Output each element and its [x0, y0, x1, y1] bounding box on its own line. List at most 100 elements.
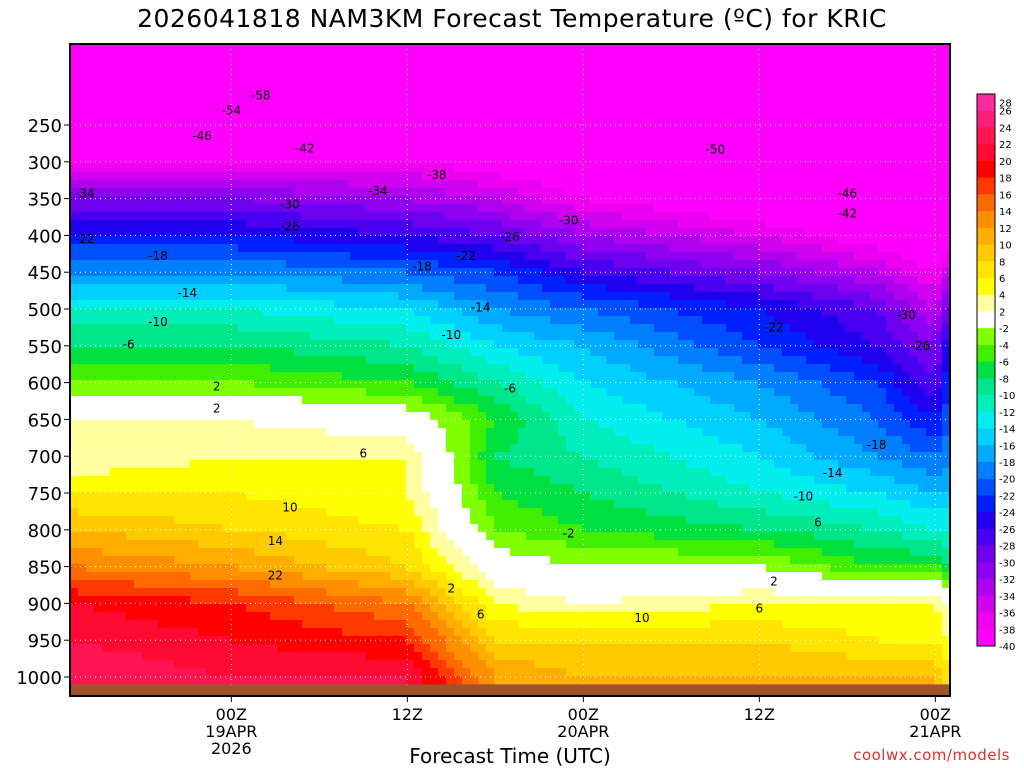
- temp-cell: [110, 132, 119, 141]
- temp-cell: [382, 108, 391, 117]
- temp-cell: [278, 252, 287, 261]
- temp-cell: [118, 676, 127, 685]
- temp-cell: [158, 172, 167, 181]
- temp-cell: [542, 380, 551, 389]
- temp-cell: [534, 476, 543, 485]
- temp-cell: [198, 204, 207, 213]
- temp-cell: [478, 140, 487, 149]
- temp-cell: [286, 516, 295, 525]
- temp-cell: [118, 340, 127, 349]
- temp-cell: [142, 556, 151, 565]
- temp-cell: [302, 644, 311, 653]
- temp-cell: [214, 108, 223, 117]
- temp-cell: [462, 180, 471, 189]
- temp-cell: [230, 396, 239, 405]
- temp-cell: [366, 492, 375, 501]
- temp-cell: [510, 292, 519, 301]
- temp-cell: [262, 572, 271, 581]
- temp-cell: [390, 540, 399, 549]
- temp-cell: [414, 284, 423, 293]
- temp-cell: [382, 468, 391, 477]
- temp-cell: [190, 196, 199, 205]
- temp-cell: [174, 628, 183, 637]
- temp-cell: [302, 68, 311, 77]
- temp-cell: [518, 460, 527, 469]
- temp-cell: [334, 612, 343, 621]
- temp-cell: [214, 244, 223, 253]
- temp-cell: [126, 660, 135, 669]
- temp-cell: [454, 60, 463, 69]
- temp-cell: [150, 596, 159, 605]
- temp-cell: [438, 580, 447, 589]
- temp-cell: [534, 164, 543, 173]
- temp-cell: [270, 364, 279, 373]
- temp-cell: [150, 436, 159, 445]
- temp-cell: [110, 436, 119, 445]
- temp-cell: [414, 228, 423, 237]
- temp-cell: [446, 380, 455, 389]
- temp-cell: [150, 52, 159, 61]
- temp-cell: [382, 612, 391, 621]
- temp-cell: [158, 604, 167, 613]
- temp-cell: [518, 332, 527, 341]
- temp-cell: [454, 44, 463, 53]
- temp-cell: [190, 628, 199, 637]
- temp-cell: [78, 340, 87, 349]
- temp-cell: [326, 564, 335, 573]
- temp-cell: [206, 116, 215, 125]
- temp-cell: [358, 484, 367, 493]
- temp-cell: [110, 148, 119, 157]
- temp-cell: [270, 356, 279, 365]
- temp-cell: [126, 356, 135, 365]
- temp-cell: [238, 596, 247, 605]
- temp-cell: [134, 148, 143, 157]
- temp-cell: [310, 660, 319, 669]
- temp-cell: [542, 340, 551, 349]
- temp-cell: [326, 364, 335, 373]
- temp-cell: [462, 340, 471, 349]
- temp-cell: [422, 332, 431, 341]
- temp-cell: [382, 196, 391, 205]
- temp-cell: [182, 132, 191, 141]
- temp-cell: [526, 244, 535, 253]
- temp-cell: [70, 124, 79, 133]
- temp-cell: [182, 180, 191, 189]
- temp-cell: [358, 644, 367, 653]
- temp-cell: [382, 436, 391, 445]
- temp-cell: [270, 252, 279, 261]
- temp-cell: [478, 172, 487, 181]
- temp-cell: [246, 524, 255, 533]
- temp-cell: [262, 164, 271, 173]
- temp-cell: [174, 300, 183, 309]
- temp-cell: [278, 356, 287, 365]
- temp-cell: [478, 340, 487, 349]
- temp-cell: [486, 596, 495, 605]
- temp-cell: [286, 292, 295, 301]
- temp-cell: [350, 564, 359, 573]
- temp-cell: [470, 44, 479, 53]
- temp-cell: [254, 396, 263, 405]
- temp-cell: [374, 460, 383, 469]
- temp-cell: [326, 60, 335, 69]
- temp-cell: [270, 340, 279, 349]
- temp-cell: [206, 676, 215, 685]
- temp-cell: [230, 60, 239, 69]
- temp-cell: [222, 572, 231, 581]
- temp-cell: [358, 468, 367, 477]
- temp-cell: [502, 484, 511, 493]
- temp-cell: [86, 388, 95, 397]
- temp-cell: [86, 60, 95, 69]
- temp-cell: [150, 324, 159, 333]
- temp-cell: [542, 172, 551, 181]
- temp-cell: [534, 348, 543, 357]
- temp-cell: [286, 340, 295, 349]
- temp-cell: [262, 204, 271, 213]
- temp-cell: [302, 244, 311, 253]
- temp-cell: [478, 236, 487, 245]
- temp-cell: [334, 244, 343, 253]
- temp-cell: [526, 644, 535, 653]
- temp-cell: [278, 580, 287, 589]
- temp-cell: [214, 300, 223, 309]
- temp-cell: [494, 52, 503, 61]
- temp-cell: [134, 332, 143, 341]
